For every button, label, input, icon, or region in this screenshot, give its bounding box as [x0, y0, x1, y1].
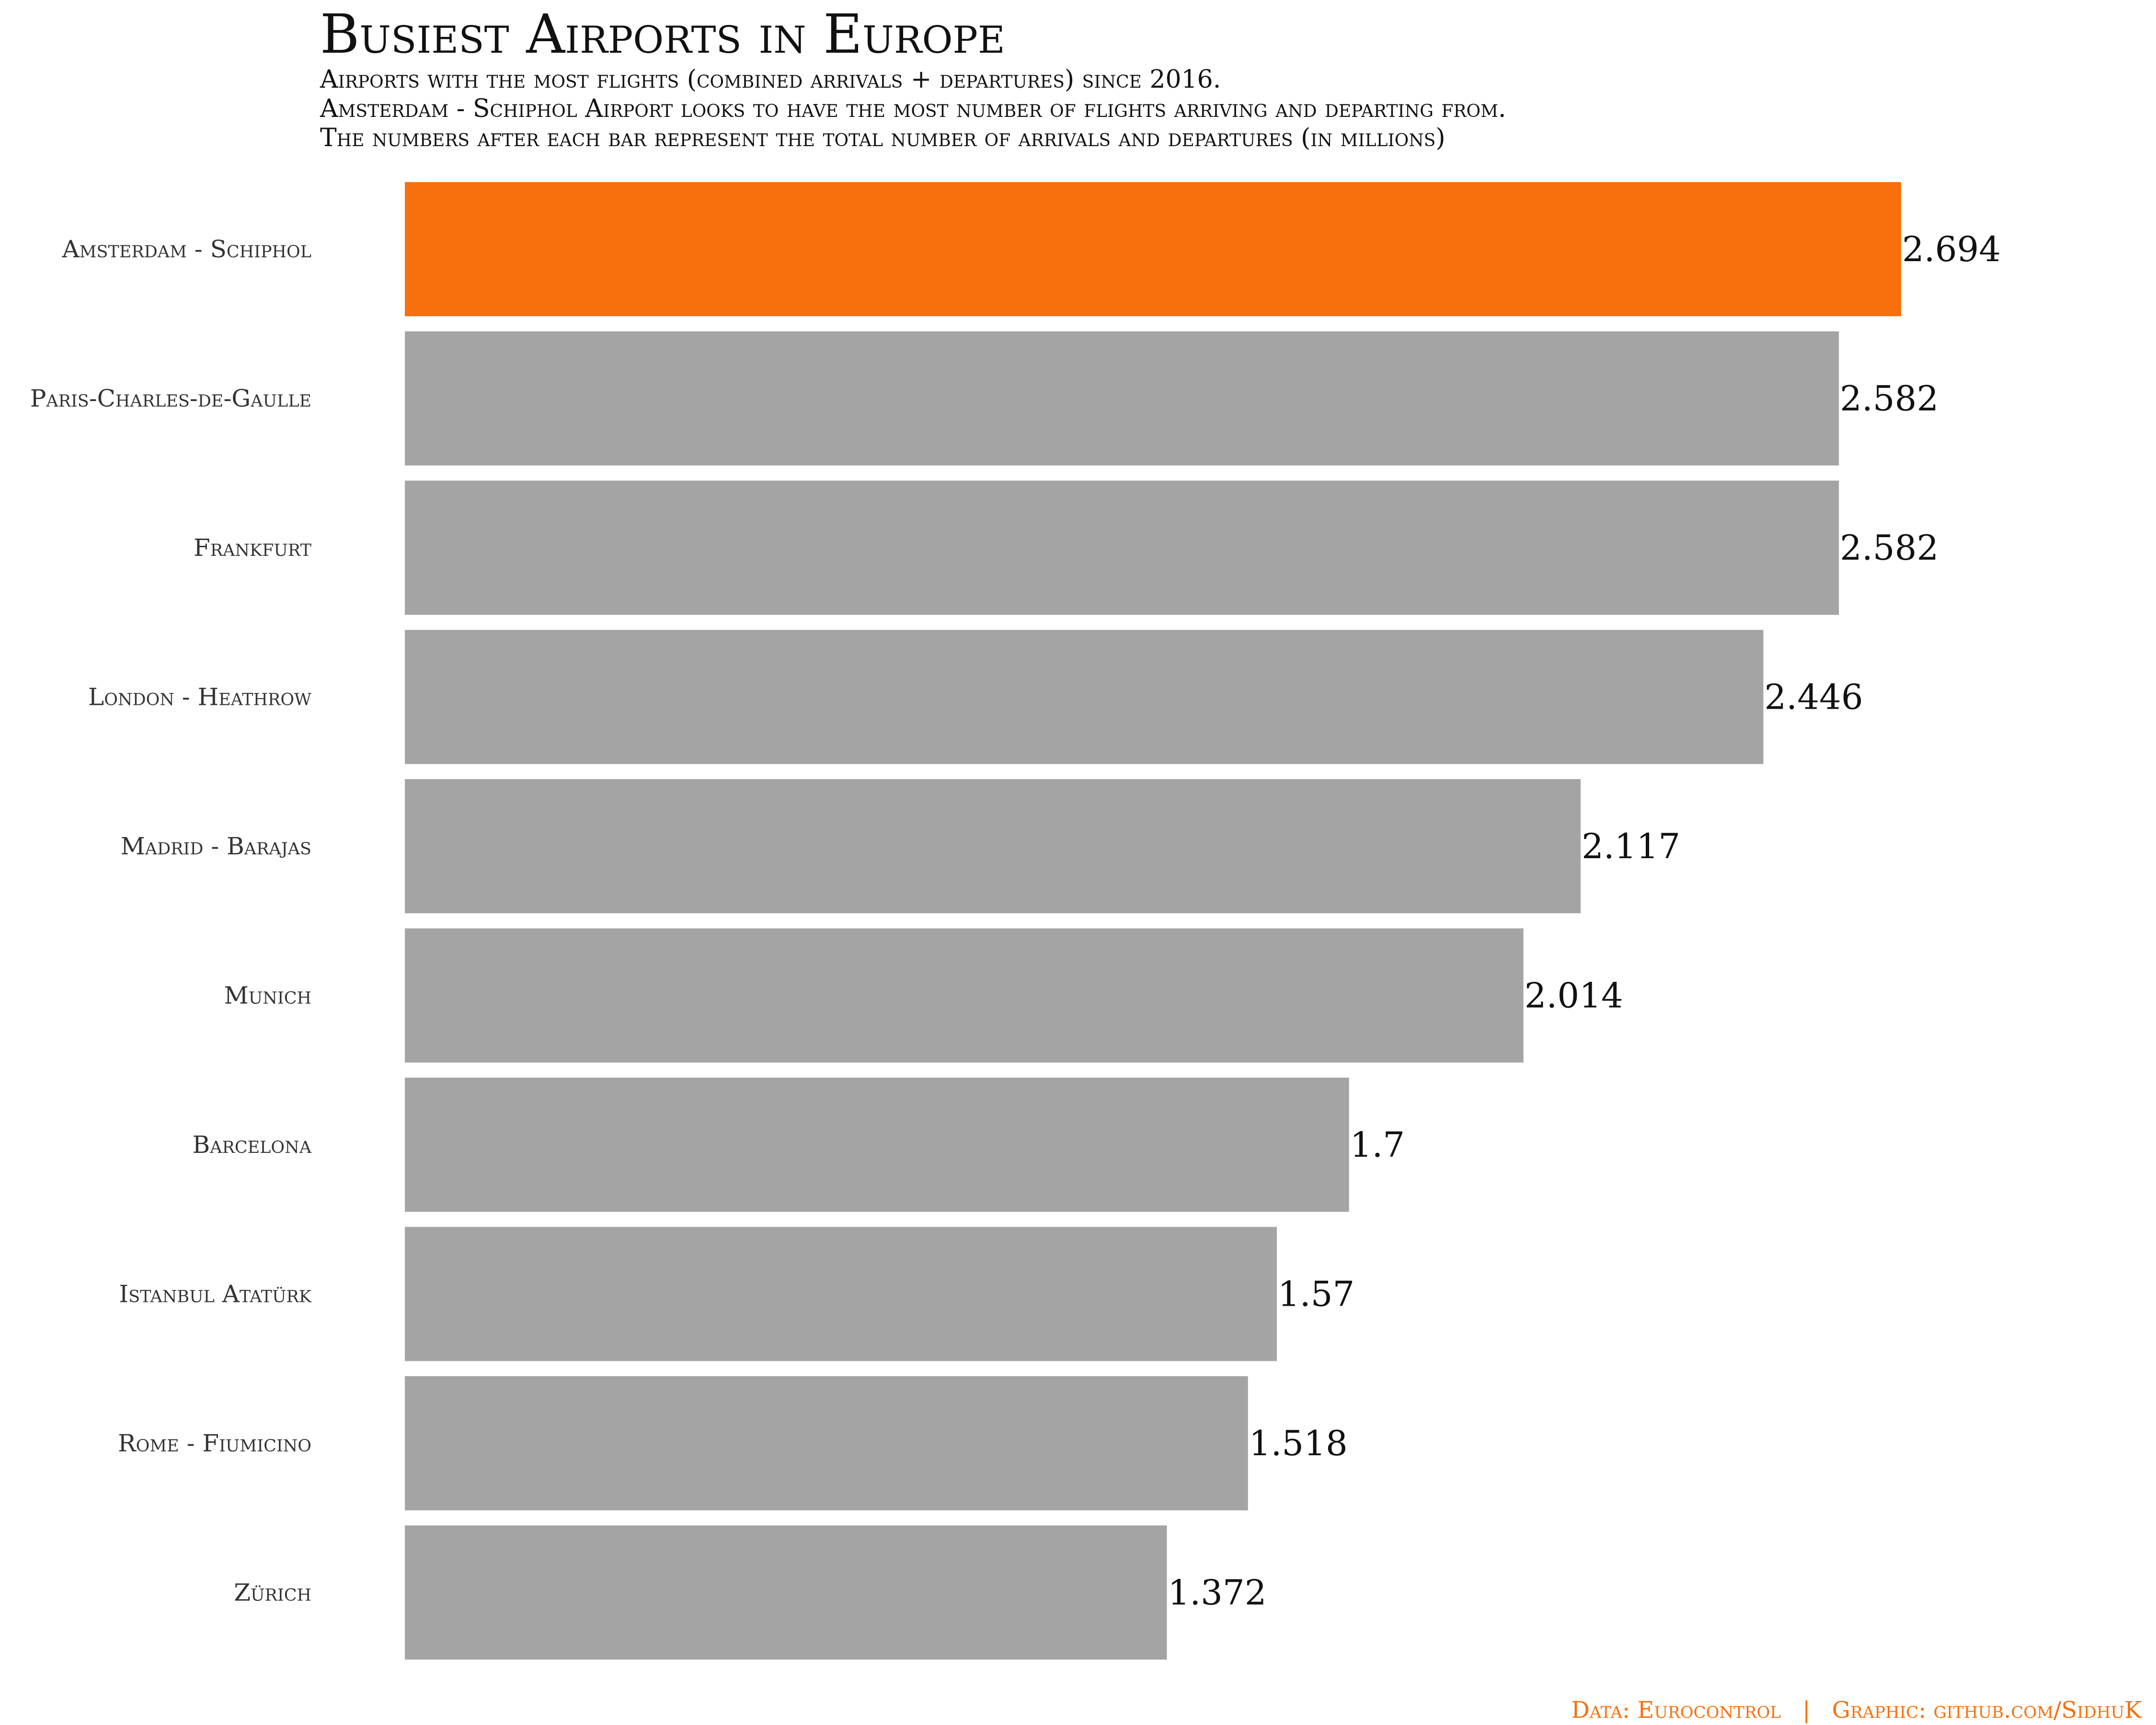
- bar-5: [405, 928, 1524, 1063]
- value-label-7: 1.57: [1278, 1274, 1354, 1314]
- chart-title: Busiest Airports in Europe: [320, 3, 1005, 66]
- value-label-6: 1.7: [1350, 1125, 1405, 1165]
- bar-8: [405, 1376, 1248, 1510]
- bar-3: [405, 630, 1764, 764]
- caption-graphic-credit: Graphic: github.com/SidhuK: [1832, 1697, 2142, 1724]
- bars-group: [405, 182, 1901, 1660]
- chart-subtitle-line-2: Amsterdam - Schiphol Airport looks to ha…: [320, 94, 1506, 123]
- chart-caption: Data: Eurocontrol | Graphic: github.com/…: [1571, 1697, 2142, 1724]
- category-label-1: Paris-Charles-de-Gaulle: [30, 385, 311, 413]
- bar-2: [405, 481, 1839, 615]
- value-label-4: 2.117: [1582, 826, 1680, 866]
- category-label-9: Zürich: [234, 1579, 311, 1607]
- bar-0: [405, 182, 1901, 316]
- bar-9: [405, 1525, 1167, 1660]
- bar-1: [405, 331, 1839, 466]
- chart-subtitle-line-1: Airports with the most flights (combined…: [320, 65, 1221, 94]
- category-label-0: Amsterdam - Schiphol: [62, 235, 311, 263]
- category-label-2: Frankfurt: [194, 534, 311, 562]
- category-label-6: Barcelona: [192, 1131, 311, 1159]
- value-label-2: 2.582: [1840, 528, 1938, 568]
- category-label-7: Istanbul Atatürk: [119, 1280, 312, 1308]
- value-labels-group: 2.694 2.582 2.582 2.446 2.117 2.014 1.7 1.57 1.5…: [1168, 229, 2001, 1613]
- value-label-1: 2.582: [1840, 379, 1938, 419]
- value-label-0: 2.694: [1902, 229, 2001, 269]
- value-label-9: 1.372: [1168, 1573, 1266, 1613]
- value-label-3: 2.446: [1765, 677, 1863, 717]
- bar-4: [405, 779, 1581, 913]
- caption-data-source: Data: Eurocontrol: [1571, 1697, 1781, 1724]
- value-label-8: 1.518: [1249, 1423, 1348, 1463]
- category-label-4: Madrid - Barajas: [121, 832, 311, 860]
- category-label-5: Munich: [224, 982, 311, 1010]
- category-label-3: London - Heathrow: [88, 683, 311, 711]
- category-labels-group: Amsterdam - Schiphol Paris-Charles-de-Gau…: [30, 235, 312, 1607]
- chart-subtitle-line-3: The numbers after each bar represent the…: [320, 124, 1445, 152]
- bar-6: [405, 1078, 1349, 1212]
- caption-separator: |: [1802, 1697, 1810, 1724]
- category-label-8: Rome - Fiumicino: [118, 1429, 311, 1457]
- bar-7: [405, 1227, 1277, 1361]
- value-label-5: 2.014: [1525, 976, 1623, 1016]
